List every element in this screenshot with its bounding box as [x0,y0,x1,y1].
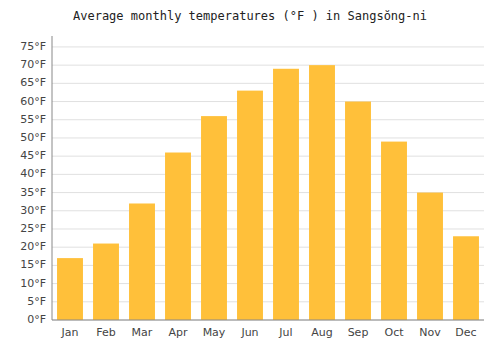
y-tick-label: 75°F [20,40,46,53]
y-tick-label: 40°F [20,167,46,180]
x-tick-label: Sep [348,326,369,339]
bar [309,65,335,320]
grid-line [52,320,484,321]
x-tick-label: Dec [455,326,476,339]
y-tick-label: 30°F [20,204,46,217]
x-tick-labels: Jan Feb Mar Apr May Jun Jul Aug Sep Oct Nov Dec [61,326,477,339]
grid-line [52,137,484,138]
bar [237,91,263,320]
grid-line [52,174,484,175]
x-tick-label: Jan [61,326,79,339]
y-tick-label: 55°F [20,113,46,126]
bar [93,244,119,320]
x-tick-label: Oct [384,326,404,339]
grid-line [52,46,484,47]
y-grid [52,47,484,320]
bar [201,116,227,320]
x-tick-label: Jun [240,326,258,339]
bar [453,236,479,320]
bar [273,69,299,320]
y-tick-label: 20°F [20,240,46,253]
bar [165,153,191,320]
bar [345,102,371,320]
bar [381,142,407,320]
bar [57,258,83,320]
bar [129,203,155,320]
y-tick-label: 60°F [20,95,46,108]
x-tick-label: Mar [132,326,153,339]
chart-svg: Average monthly temperatures (°F ) in Sa… [0,0,500,350]
x-tick-label: May [203,326,226,339]
y-tick-label: 5°F [27,295,46,308]
y-tick-label: 65°F [20,76,46,89]
y-tick-label: 10°F [20,277,46,290]
y-tick-labels: 0°F 5°F 10°F 15°F 20°F 25°F 30°F 35°F 40°F 45°F 50… [20,40,46,326]
y-tick-label: 50°F [20,131,46,144]
x-tick-label: Nov [419,326,441,339]
x-tick-label: Aug [311,326,332,339]
bar [417,193,443,320]
x-tick-label: Apr [168,326,188,339]
grid-line [52,119,484,120]
x-tick-label: Jul [278,326,292,339]
y-tick-label: 70°F [20,58,46,71]
y-tick-label: 45°F [20,149,46,162]
chart-container: Average monthly temperatures (°F ) in Sa… [0,0,500,350]
grid-line [52,83,484,84]
grid-line [52,101,484,102]
y-tick-label: 35°F [20,186,46,199]
x-axis [52,320,484,321]
bars [57,65,479,320]
y-tick-label: 15°F [20,258,46,271]
grid-line [52,65,484,66]
y-axis [52,36,53,320]
x-tick-label: Feb [96,326,115,339]
grid-line [52,156,484,157]
y-tick-label: 0°F [27,313,46,326]
y-tick-label: 25°F [20,222,46,235]
title: Average monthly temperatures (°F ) in Sa… [73,9,427,23]
